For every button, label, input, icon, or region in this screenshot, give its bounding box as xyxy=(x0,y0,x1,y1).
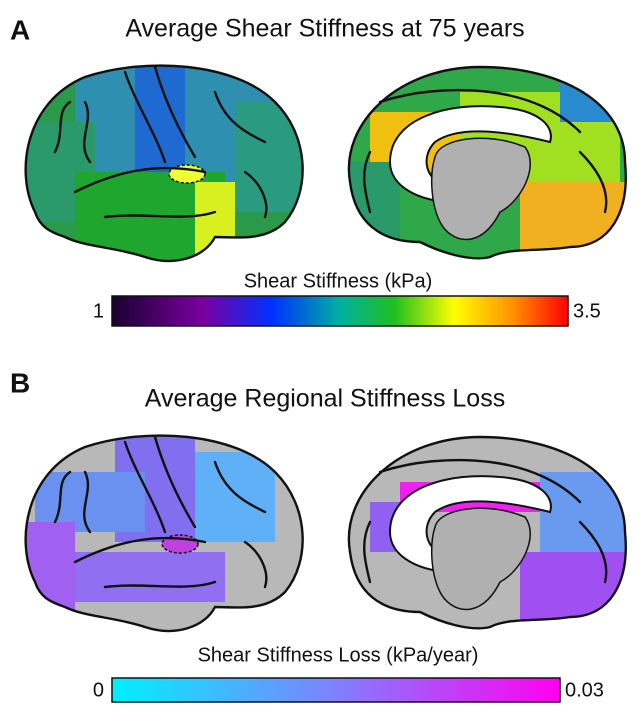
panel-letter: A xyxy=(10,14,30,45)
colorbar-min: 0 xyxy=(93,679,104,701)
panel-title: Average Shear Stiffness at 75 years xyxy=(125,15,524,43)
colorbar-label: Shear Stiffness (kPa) xyxy=(244,270,433,292)
medial-brain xyxy=(347,435,627,630)
colorbar-min: 1 xyxy=(93,300,104,322)
colorbar-label: Shear Stiffness Loss (kPa/year) xyxy=(198,644,479,666)
colorbar xyxy=(111,677,561,703)
colorbar xyxy=(111,295,569,327)
lateral-brain xyxy=(24,434,304,633)
panel-letter: B xyxy=(10,367,30,398)
panel-title: Average Regional Stiffness Loss xyxy=(145,385,505,413)
lateral-brain xyxy=(24,64,304,263)
colorbar-max: 0.03 xyxy=(565,679,604,701)
medial-brain xyxy=(347,65,627,260)
colorbar-max: 3.5 xyxy=(573,300,601,322)
